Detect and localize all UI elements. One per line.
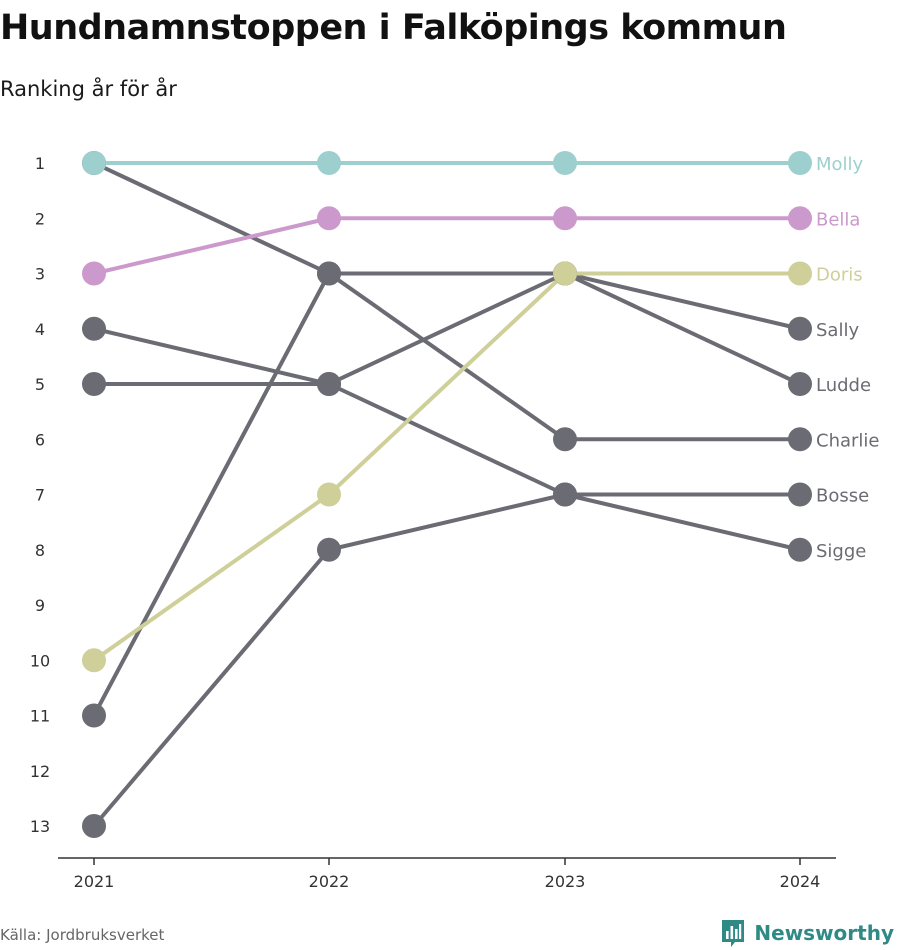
data-point-bella xyxy=(82,261,106,286)
data-point-ludde xyxy=(82,372,106,396)
series-line-bosse xyxy=(92,326,802,497)
data-point-charlie xyxy=(788,427,812,452)
data-point-doris xyxy=(82,648,106,673)
y-tick-label: 13 xyxy=(30,817,50,836)
series-label-sigge: Sigge xyxy=(816,541,866,562)
y-tick-label: 7 xyxy=(35,486,45,505)
data-point-bella xyxy=(317,206,341,231)
x-tick-label: 2024 xyxy=(780,872,821,891)
y-tick-label: 1 xyxy=(35,154,45,173)
series-line-sally xyxy=(92,271,802,718)
y-tick-label: 10 xyxy=(30,651,50,670)
data-point-charlie xyxy=(553,427,577,452)
data-point-doris xyxy=(553,261,577,286)
data-point-sigge xyxy=(788,537,812,562)
y-tick-label: 5 xyxy=(35,375,45,394)
y-tick-label: 3 xyxy=(35,265,45,284)
x-axis: 2021 2022 2023 2024 xyxy=(58,857,836,891)
y-tick-label: 8 xyxy=(35,541,45,560)
x-tick-label: 2021 xyxy=(74,872,115,891)
data-point-doris xyxy=(788,261,812,286)
brand-logo: Newsworthy xyxy=(720,918,894,948)
y-tick-label: 2 xyxy=(35,209,45,228)
data-point-molly xyxy=(788,151,812,175)
data-point-sally xyxy=(788,316,812,341)
series-label-bosse: Bosse xyxy=(816,486,869,507)
data-point-sally xyxy=(82,703,106,728)
series-line-doris xyxy=(92,271,802,663)
y-tick-label: 6 xyxy=(35,430,45,449)
series-line-ludde xyxy=(92,271,802,386)
data-point-sigge xyxy=(553,482,577,507)
data-point-bella xyxy=(553,206,577,231)
x-tick-label: 2022 xyxy=(309,872,350,891)
data-point-bella xyxy=(788,206,812,231)
series-points xyxy=(82,151,812,838)
series-label-bella: Bella xyxy=(816,209,860,230)
series-line-bella xyxy=(92,216,802,276)
series-label-charlie: Charlie xyxy=(816,430,879,451)
y-tick-label: 11 xyxy=(30,707,50,726)
data-point-doris xyxy=(317,482,341,507)
data-point-molly xyxy=(553,151,577,175)
series-line-charlie xyxy=(92,161,802,442)
series-label-ludde: Ludde xyxy=(816,375,871,396)
series-label-sally: Sally xyxy=(816,320,859,341)
series-label-molly: Molly xyxy=(816,154,864,175)
data-point-bosse xyxy=(82,316,106,341)
series-lines xyxy=(92,161,802,828)
x-tick-label: 2023 xyxy=(545,872,586,891)
brand-name: Newsworthy xyxy=(754,921,894,945)
source-note: Källa: Jordbruksverket xyxy=(0,926,165,944)
newsworthy-logo-icon xyxy=(722,920,745,947)
data-point-sigge xyxy=(82,814,106,838)
series-end-labels: Charlie Sally Bosse Ludde Sigge Doris Bella Mol… xyxy=(816,154,879,562)
y-tick-label: 4 xyxy=(35,320,45,339)
series-line-sigge xyxy=(92,492,802,828)
data-point-bosse xyxy=(788,482,812,507)
data-point-sally xyxy=(317,261,341,286)
y-tick-label: 9 xyxy=(35,596,45,615)
data-point-sigge xyxy=(317,537,341,562)
data-point-ludde xyxy=(788,372,812,396)
data-point-molly xyxy=(82,151,106,175)
chart-title: Hundnamnstoppen i Falköpings kommun xyxy=(0,8,787,48)
y-tick-label: 12 xyxy=(30,762,50,781)
data-point-molly xyxy=(317,151,341,175)
data-point-ludde xyxy=(317,372,341,396)
chart-subtitle: Ranking år för år xyxy=(0,77,177,101)
series-label-doris: Doris xyxy=(816,265,863,286)
